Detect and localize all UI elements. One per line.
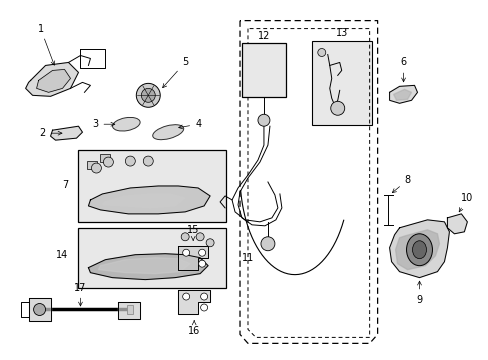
Bar xyxy=(242,42,285,97)
Text: 11: 11 xyxy=(242,253,254,263)
Polygon shape xyxy=(88,186,210,214)
Circle shape xyxy=(258,114,269,126)
Circle shape xyxy=(136,84,160,107)
Text: 6: 6 xyxy=(400,58,406,82)
Text: 2: 2 xyxy=(40,128,62,138)
Polygon shape xyxy=(25,62,78,96)
Circle shape xyxy=(141,88,155,102)
Bar xyxy=(36,305,41,315)
Circle shape xyxy=(198,249,205,256)
Bar xyxy=(87,161,97,169)
Polygon shape xyxy=(88,254,208,280)
Text: 9: 9 xyxy=(416,281,422,305)
Circle shape xyxy=(143,156,153,166)
Ellipse shape xyxy=(406,234,431,266)
Polygon shape xyxy=(178,246,208,270)
Circle shape xyxy=(200,304,207,311)
Polygon shape xyxy=(29,298,50,321)
Polygon shape xyxy=(447,214,467,234)
Circle shape xyxy=(196,233,203,241)
Bar xyxy=(78,150,225,222)
Polygon shape xyxy=(118,302,140,319)
Ellipse shape xyxy=(112,117,140,131)
Circle shape xyxy=(181,233,189,241)
Text: 17: 17 xyxy=(74,283,86,306)
Bar xyxy=(78,228,225,288)
Text: 13: 13 xyxy=(335,28,347,37)
Circle shape xyxy=(103,157,113,167)
Text: 3: 3 xyxy=(92,119,115,129)
Text: 8: 8 xyxy=(391,175,410,193)
Text: 5: 5 xyxy=(163,58,188,88)
Polygon shape xyxy=(178,289,210,315)
Polygon shape xyxy=(37,69,70,92)
Text: 14: 14 xyxy=(56,250,68,260)
Text: 4: 4 xyxy=(178,119,201,129)
Circle shape xyxy=(330,101,344,115)
Ellipse shape xyxy=(152,125,183,140)
Polygon shape xyxy=(393,89,411,100)
Circle shape xyxy=(200,293,207,300)
Bar xyxy=(127,305,133,315)
Text: 7: 7 xyxy=(62,180,68,190)
Circle shape xyxy=(205,239,214,247)
Circle shape xyxy=(198,260,205,267)
Text: 10: 10 xyxy=(458,193,472,212)
Polygon shape xyxy=(50,126,82,140)
Text: 15: 15 xyxy=(186,225,199,240)
Circle shape xyxy=(317,49,325,57)
Polygon shape xyxy=(389,220,448,278)
Circle shape xyxy=(183,249,189,256)
Circle shape xyxy=(125,156,135,166)
Circle shape xyxy=(183,293,189,300)
Polygon shape xyxy=(389,85,417,103)
Polygon shape xyxy=(395,230,439,270)
Text: 16: 16 xyxy=(187,321,200,336)
Circle shape xyxy=(34,303,45,315)
Polygon shape xyxy=(98,258,190,274)
Circle shape xyxy=(261,237,274,251)
Text: 1: 1 xyxy=(38,24,55,65)
Text: 12: 12 xyxy=(257,31,269,41)
Bar xyxy=(311,41,371,125)
Ellipse shape xyxy=(412,241,426,259)
Bar xyxy=(100,154,110,162)
Polygon shape xyxy=(102,194,185,208)
Circle shape xyxy=(91,163,101,173)
